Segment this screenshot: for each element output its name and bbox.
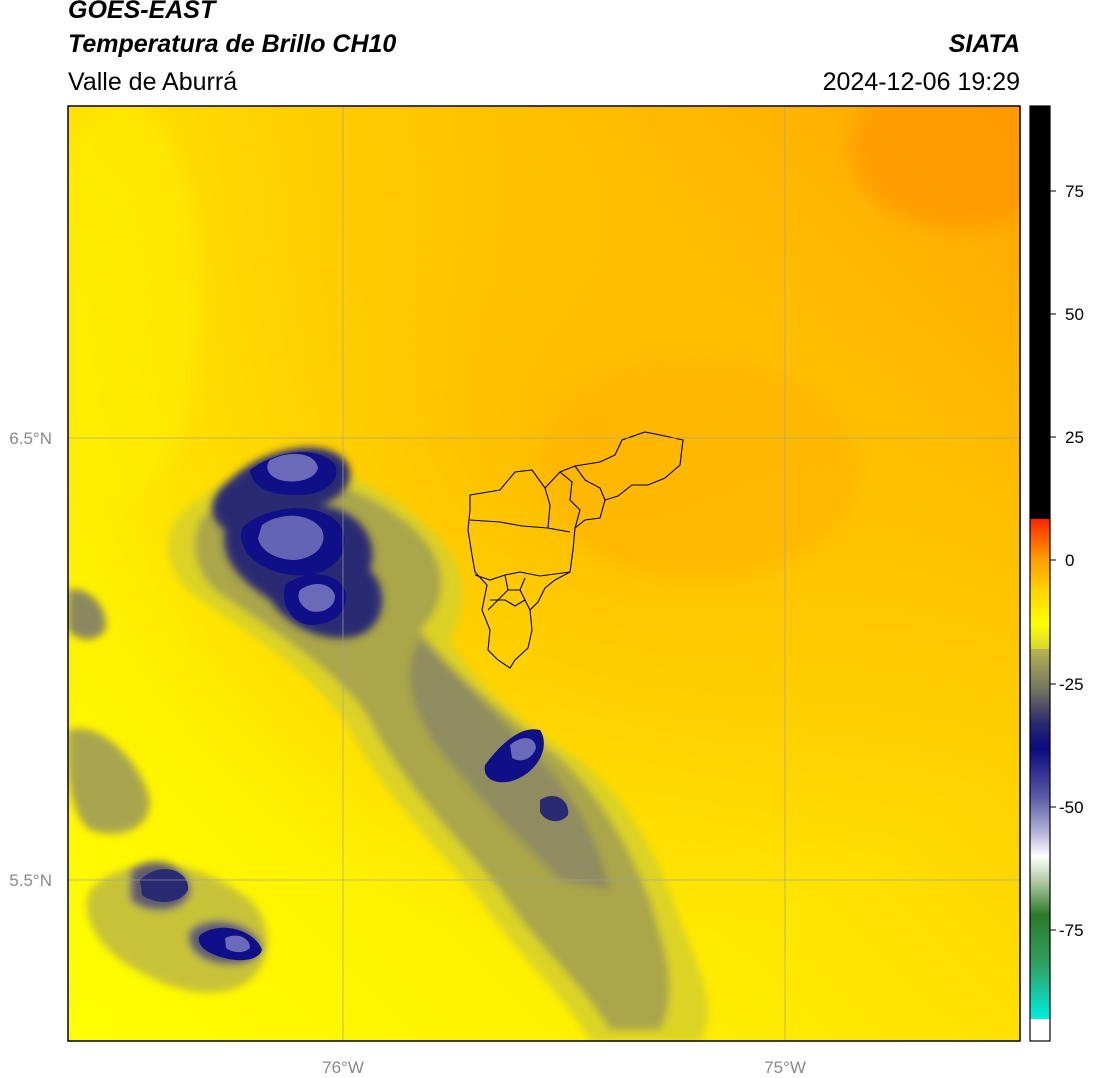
brightness-temperature-field [68,106,1020,1041]
colorbar-tick-neg50: -50 [1059,798,1084,817]
satellite-title: GOES-EAST [68,0,216,24]
lon-tick-75w: 75°W [764,1058,806,1077]
colorbar-tick-50: 50 [1065,305,1084,324]
region-label: Valle de Aburrá [68,68,238,96]
lat-tick-6-5n: 6.5°N [9,429,52,448]
colorbar-black-segment [1030,106,1050,519]
colorbar-frame [1029,105,1051,1042]
map-frame [67,105,1021,1042]
colorbar-tick-25: 25 [1065,428,1084,447]
colorbar-cold-segment [1030,649,1050,1019]
colorbar: 75 50 25 0 -25 -50 -75 [1029,105,1084,1042]
colorbar-tick-neg25: -25 [1059,675,1084,694]
lat-tick-5-5n: 5.5°N [9,871,52,890]
colorbar-tick-0: 0 [1065,551,1074,570]
colorbar-tick-neg75: -75 [1059,921,1084,940]
graticule [68,106,1020,1041]
lon-tick-76w: 76°W [322,1058,364,1077]
convective-cores [140,447,569,961]
colorbar-tick-75: 75 [1065,182,1084,201]
timestamp-label: 2024-12-06 19:29 [822,68,1020,96]
product-title: Temperatura de Brillo CH10 [68,30,397,58]
valle-aburra-boundaries [467,431,684,669]
colorbar-underflow [1030,1019,1050,1041]
organization-label: SIATA [948,30,1020,58]
colorbar-warm-segment [1030,519,1050,649]
